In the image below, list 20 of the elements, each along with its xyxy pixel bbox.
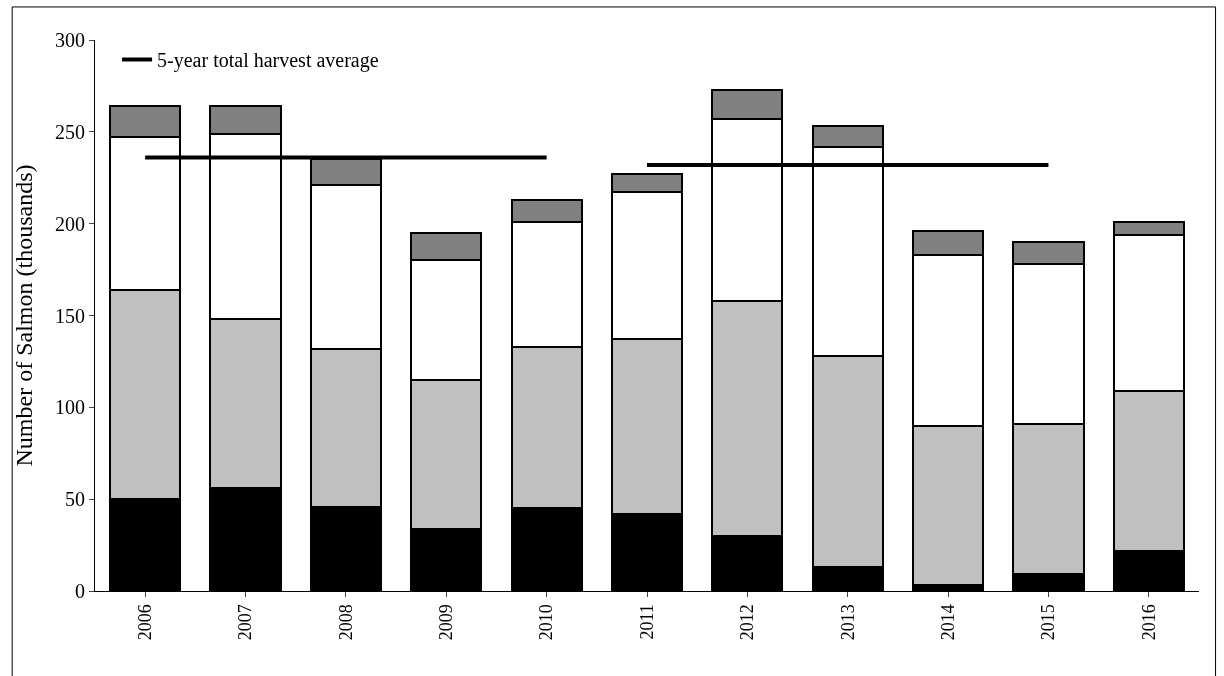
x-tick-label: 2012	[737, 604, 758, 641]
x-tick-label: 2014	[937, 604, 958, 641]
y-tick-label: 150	[55, 304, 85, 327]
x-tick-label: 2016	[1138, 604, 1159, 641]
x-tick-label: 2007	[235, 604, 256, 641]
y-tick-label: 0	[75, 580, 85, 602]
y-tick-label: 100	[55, 396, 85, 419]
y-axis-title: Number of Salmon (thousands)	[11, 164, 38, 467]
x-tick-label: 2013	[837, 604, 858, 641]
x-tick-label: 2008	[335, 604, 356, 641]
x-tick-label: 2010	[536, 604, 557, 641]
y-tick-label: 200	[55, 212, 85, 235]
x-tick-label: 2015	[1038, 604, 1059, 641]
x-tick-label: 2006	[135, 604, 156, 641]
y-tick-label: 50	[65, 488, 85, 511]
legend-label: 5-year total harvest average	[157, 49, 379, 73]
y-tick-label: 300	[55, 29, 85, 51]
x-tick-label: 2011	[636, 604, 657, 640]
y-tick-label: 250	[55, 120, 85, 143]
x-tick-label: 2009	[436, 604, 457, 641]
